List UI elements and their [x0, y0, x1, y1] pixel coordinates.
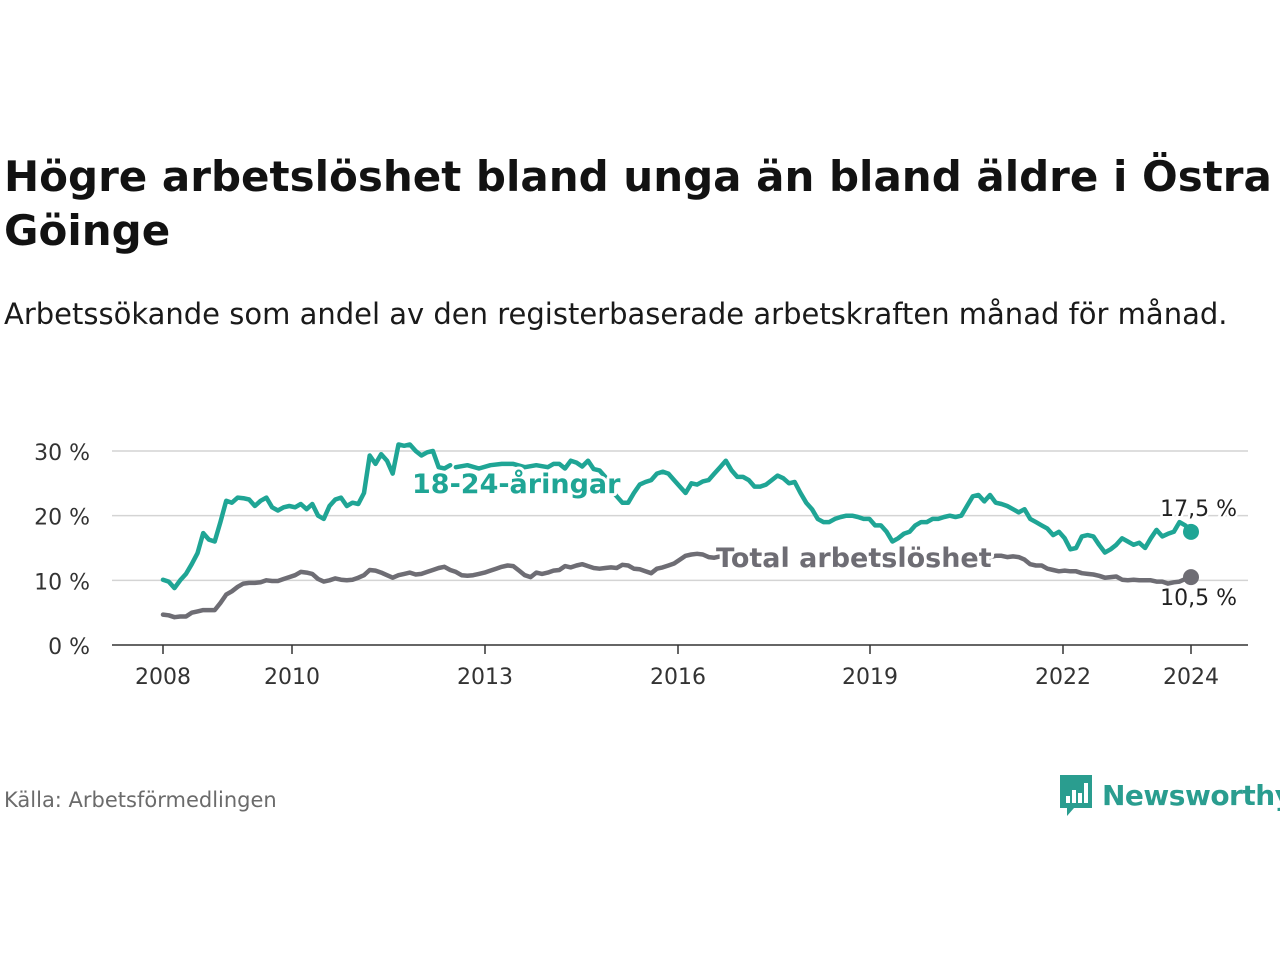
- series-line: [160, 551, 729, 620]
- x-tick-label: 2010: [264, 665, 320, 690]
- series-line: [453, 458, 1194, 555]
- series-end-label: 17,5 %: [1160, 497, 1237, 522]
- x-tick-label: 2008: [135, 665, 191, 690]
- y-tick-label: 0 %: [48, 635, 90, 660]
- y-tick-label: 20 %: [34, 506, 90, 531]
- chart-subtitle: Arbetssökande som andel av den registerb…: [4, 297, 1228, 331]
- brand-logo: Newsworthy: [1058, 772, 1280, 818]
- brand-name: Newsworthy: [1102, 778, 1280, 812]
- x-tick-label: 2013: [457, 665, 513, 690]
- series-labels: 17,5 % 10,5 % 18-24-åringar Total arbetslös…: [409, 465, 1240, 614]
- series-label: 18-24-åringar: [412, 468, 621, 500]
- gridlines: [112, 450, 1248, 582]
- series-label: Total arbetslöshet: [716, 543, 992, 574]
- series-line: [959, 553, 1194, 586]
- series-lines: [160, 442, 1199, 620]
- x-tick-label: 2016: [650, 665, 706, 690]
- axes: 0 % 10 % 20 % 30 % 2008 2010 2013 2016 2019 2022 2…: [34, 441, 1248, 690]
- series-end-point: [1183, 569, 1199, 586]
- series-line: [160, 442, 453, 591]
- x-tick-label: 2019: [842, 665, 898, 690]
- series-end-label: 10,5 %: [1160, 586, 1237, 611]
- newsworthy-logo-icon: [1060, 775, 1092, 816]
- series-end-point: [1183, 523, 1199, 540]
- y-tick-label: 30 %: [34, 441, 90, 466]
- x-tick-label: 2024: [1163, 665, 1219, 690]
- y-tick-label: 10 %: [34, 570, 90, 595]
- source-note: Källa: Arbetsförmedlingen: [4, 788, 277, 812]
- chart-title: Högre arbetslöshet bland unga än bland ä…: [4, 152, 1272, 255]
- x-tick-label: 2022: [1035, 665, 1091, 690]
